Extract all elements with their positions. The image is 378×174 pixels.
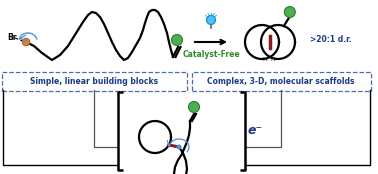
Text: Complex, 3-D, molecular scaffolds: Complex, 3-D, molecular scaffolds (207, 77, 355, 85)
Text: Br: Br (7, 34, 17, 42)
Circle shape (172, 34, 183, 45)
Circle shape (177, 144, 181, 149)
Text: H: H (271, 57, 276, 62)
Circle shape (284, 7, 295, 18)
Text: Catalyst-Free: Catalyst-Free (182, 50, 240, 59)
Text: H: H (263, 57, 267, 62)
Circle shape (189, 101, 200, 113)
Text: Simple, linear building blocks: Simple, linear building blocks (30, 77, 158, 85)
Text: >20:1 d.r.: >20:1 d.r. (310, 35, 352, 45)
Text: e⁻: e⁻ (248, 124, 263, 136)
Circle shape (206, 15, 215, 25)
Circle shape (22, 38, 30, 46)
